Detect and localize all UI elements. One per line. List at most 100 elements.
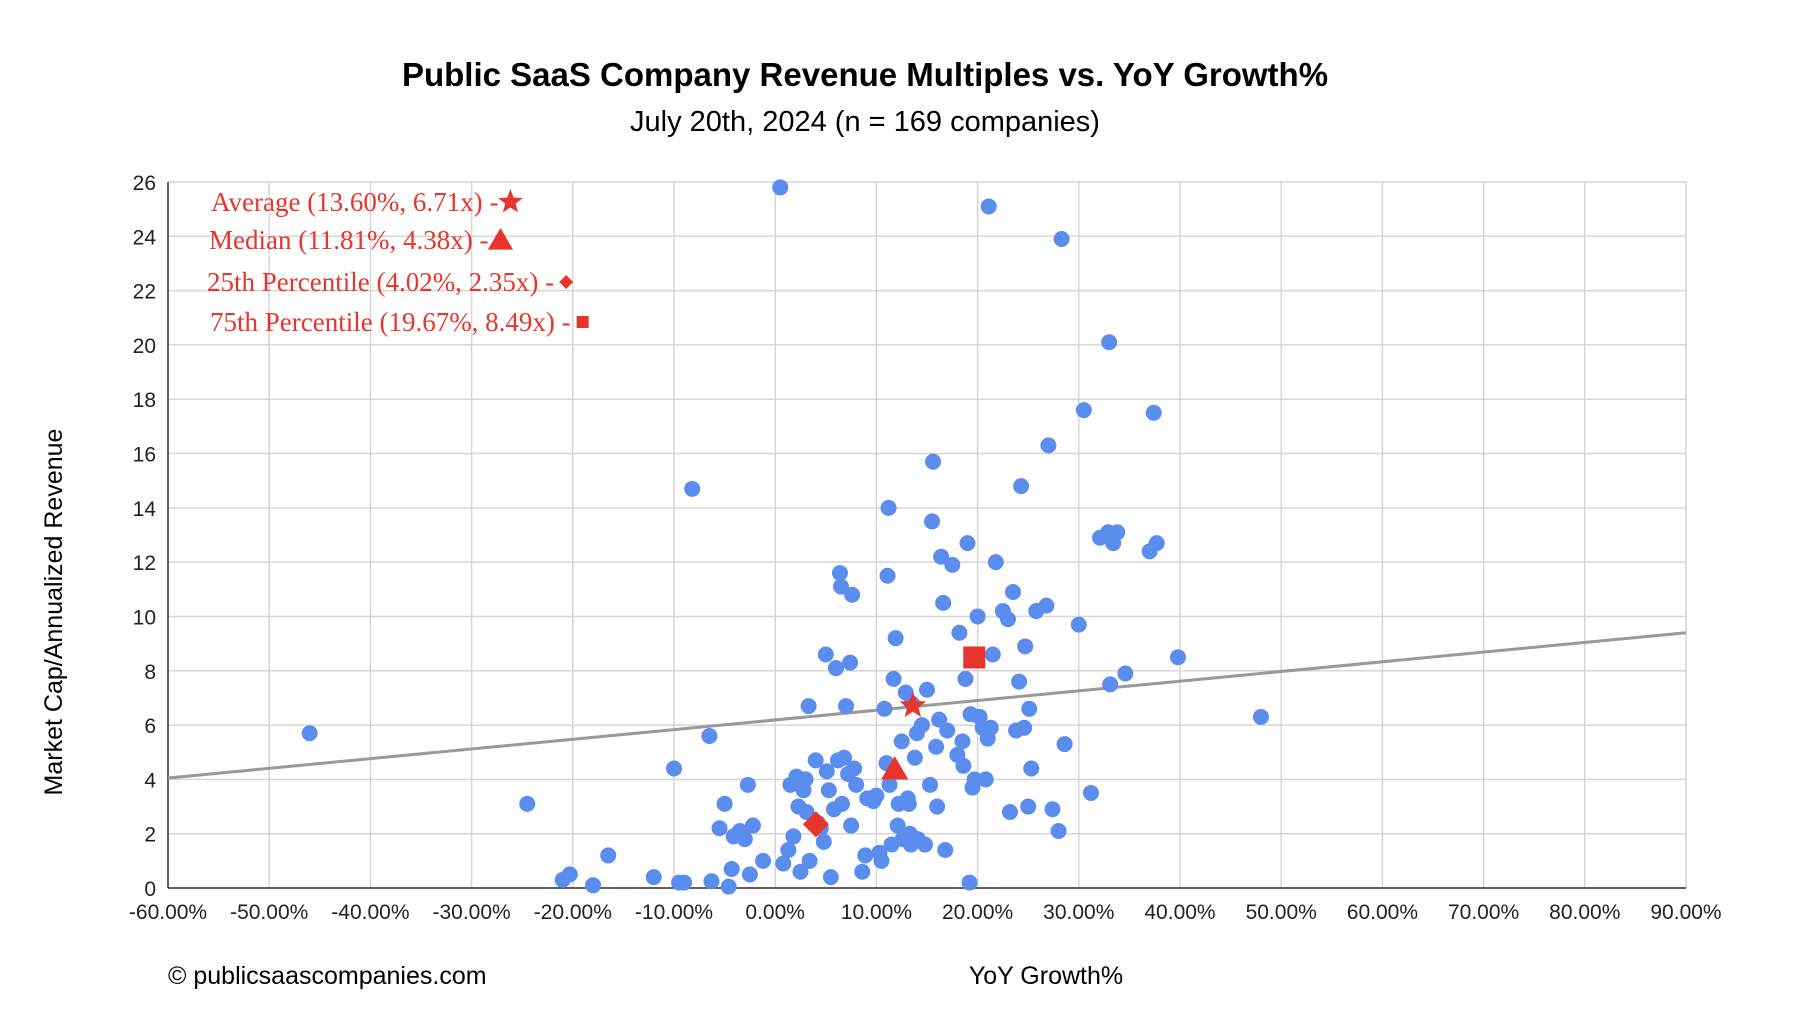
x-axis-label: YoY Growth% <box>969 962 1123 990</box>
annotation-star-icon <box>498 189 523 213</box>
data-point <box>881 776 898 793</box>
data-point <box>1148 535 1165 552</box>
y-tick-label: 4 <box>144 769 156 792</box>
annotation-triangle-icon <box>487 228 514 250</box>
data-point <box>919 681 935 698</box>
data-point <box>301 725 318 742</box>
y-axis-label: Market Cap/Annualized Revenue <box>40 429 68 796</box>
data-point <box>755 852 772 869</box>
x-tick-label: -30.00% <box>432 901 510 924</box>
data-point <box>843 817 860 834</box>
annotation-text: Median (11.81%, 4.38x) - <box>209 225 488 255</box>
data-point <box>1169 649 1186 666</box>
data-point <box>1101 334 1118 351</box>
x-tick-label: -10.00% <box>635 901 713 924</box>
data-point <box>957 670 974 687</box>
annotation-diamond-icon <box>559 275 574 289</box>
data-point <box>913 717 930 734</box>
annotation-text: Average (13.60%, 6.71x) - <box>211 187 498 217</box>
data-point <box>1038 597 1055 614</box>
x-tick-label: 50.00% <box>1246 901 1317 924</box>
data-point <box>820 782 837 799</box>
square-marker <box>963 646 986 669</box>
data-point <box>955 757 972 774</box>
data-point <box>775 855 792 872</box>
data-point <box>1005 584 1022 601</box>
data-point <box>868 787 885 804</box>
data-point <box>822 869 839 886</box>
annotation-square-icon <box>576 316 589 328</box>
data-point <box>1013 478 1030 495</box>
data-point <box>959 535 976 552</box>
data-point <box>893 733 910 750</box>
data-point <box>906 749 923 766</box>
data-point <box>676 874 693 891</box>
y-tick-label: 12 <box>133 552 156 575</box>
gridlines <box>167 181 1687 889</box>
chart-title: Public SaaS Company Revenue Multiples vs… <box>402 56 1328 93</box>
data-point <box>977 771 994 788</box>
data-point <box>854 863 871 880</box>
data-point <box>1075 402 1092 419</box>
data-point <box>1056 736 1073 753</box>
data-point <box>666 760 682 777</box>
x-tick-label: 30.00% <box>1043 901 1114 924</box>
y-tick-label: 18 <box>133 389 156 412</box>
y-tick-label: 26 <box>133 172 156 195</box>
data-point <box>711 820 728 837</box>
data-points <box>301 179 1269 895</box>
x-tick-label: -20.00% <box>534 901 612 924</box>
data-point <box>916 836 933 853</box>
data-point <box>818 763 835 780</box>
y-tick-label: 24 <box>133 226 157 249</box>
data-point <box>645 869 662 886</box>
data-point <box>1252 708 1269 725</box>
data-point <box>1023 760 1040 777</box>
y-tick-label: 10 <box>133 606 156 629</box>
data-point <box>961 874 978 891</box>
data-point <box>966 771 983 788</box>
data-point <box>585 877 602 894</box>
data-point <box>900 795 917 812</box>
data-point <box>924 513 941 530</box>
data-point <box>879 567 896 584</box>
data-point <box>951 624 968 641</box>
data-point <box>885 670 902 687</box>
data-point <box>741 866 758 883</box>
star-marker <box>899 691 927 718</box>
x-tick-label: 70.00% <box>1448 901 1519 924</box>
data-point <box>873 852 890 869</box>
data-point <box>519 795 536 812</box>
x-tick-label: 60.00% <box>1347 901 1418 924</box>
data-point <box>1044 801 1061 818</box>
x-axis-ticks: -60.00% -50.00% -40.00% -30.00% -20.00% -10.0… <box>129 901 1722 924</box>
data-point <box>815 833 832 850</box>
x-tick-label: -50.00% <box>230 901 308 924</box>
chart-subtitle: July 20th, 2024 (n = 169 companies) <box>630 106 1100 138</box>
data-point <box>1082 784 1099 801</box>
data-point <box>836 749 853 766</box>
data-point <box>1011 673 1028 690</box>
data-point <box>1053 231 1070 248</box>
trendline <box>167 631 1687 780</box>
x-tick-label: 90.00% <box>1650 901 1721 924</box>
data-point <box>736 831 753 848</box>
y-tick-label: 14 <box>133 498 157 521</box>
data-point <box>880 499 897 516</box>
data-point <box>889 817 906 834</box>
data-point <box>922 776 939 793</box>
data-point <box>780 841 797 858</box>
data-point <box>785 828 802 845</box>
x-tick-label: 10.00% <box>841 901 912 924</box>
diamond-marker <box>802 811 829 838</box>
data-point <box>1017 638 1034 655</box>
data-point <box>703 873 720 890</box>
data-point <box>1020 798 1037 815</box>
y-tick-label: 6 <box>144 715 156 738</box>
data-point <box>800 698 817 715</box>
data-point <box>833 795 850 812</box>
data-point <box>798 803 815 820</box>
x-tick-label: 80.00% <box>1549 901 1620 924</box>
data-point <box>600 847 617 864</box>
